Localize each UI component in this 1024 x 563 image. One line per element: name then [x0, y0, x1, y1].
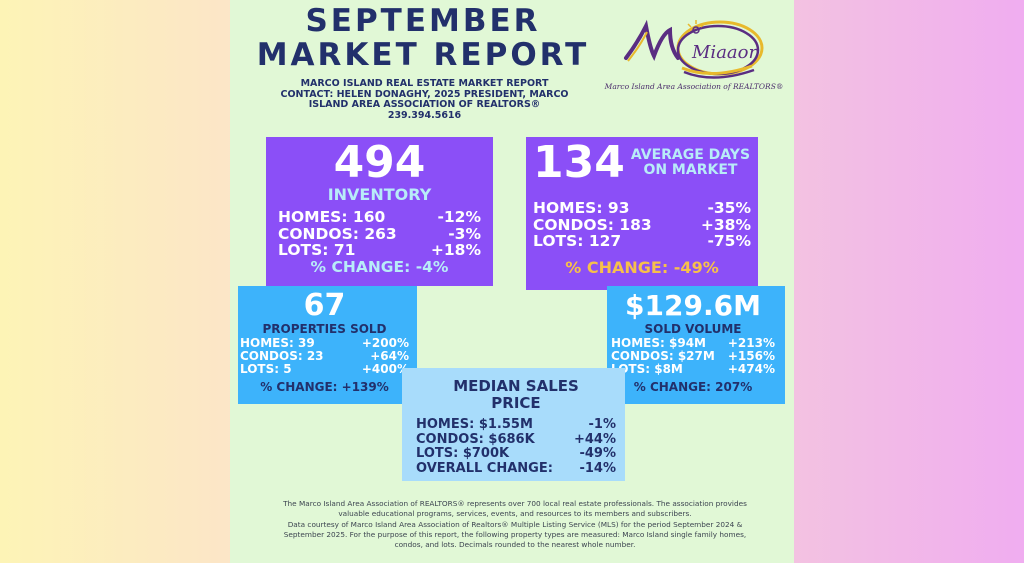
inventory-row-lots: LOTS: 71 +18%: [278, 241, 481, 259]
median-price-label: MEDIAN SALES PRICE: [453, 377, 579, 412]
sold-row-condos: CONDOS: 23 +64%: [240, 349, 409, 363]
title-line-1: SEPTEMBER: [305, 3, 541, 39]
subtitle-line: MARCO ISLAND REAL ESTATE MARKET REPORT: [300, 78, 549, 89]
median-row-homes: HOMES: $1.55M -1%: [416, 417, 616, 432]
footer-disclaimer: The Marco Island Area Association of REA…: [240, 499, 790, 550]
dom-value: 134: [533, 137, 625, 188]
dom-label: AVERAGE DAYS ON MARKET: [630, 147, 751, 178]
dom-row-condos: CONDOS: 183 +38%: [533, 215, 751, 234]
svg-text:Miaaor: Miaaor: [691, 42, 758, 63]
median-row-overall: OVERALL CHANGE: -14%: [416, 460, 616, 476]
logo-caption: Marco Island Area Association of REALTOR…: [604, 82, 784, 91]
properties-sold-card: 67 PROPERTIES SOLD HOMES: 39 +200% CONDOS…: [238, 286, 417, 404]
dom-row-lots: LOTS: 127 -75%: [533, 232, 751, 250]
inventory-row-condos: CONDOS: 263 -3%: [278, 224, 481, 243]
sold-row-homes: HOMES: 39 +200%: [240, 336, 409, 350]
footer-line: September 2025. For the purpose of this …: [283, 529, 747, 539]
footer-line: condos, and lots. Decimals rounded to th…: [394, 540, 636, 550]
sold-volume-value: $129.6M: [625, 289, 761, 322]
page-title: SEPTEMBER MARKET REPORT: [238, 4, 608, 72]
volume-row-homes: HOMES: $94M +213%: [611, 336, 775, 350]
inventory-card: 494 INVENTORY HOMES: 160 -12% CONDOS: 263…: [266, 137, 493, 286]
days-on-market-card: 134 AVERAGE DAYS ON MARKET HOMES: 93 -35%…: [526, 137, 758, 290]
subtitle-line: CONTACT: HELEN DONAGHY, 2025 PRESIDENT, …: [280, 88, 569, 100]
inventory-label: INVENTORY: [327, 185, 432, 204]
dom-row-homes: HOMES: 93 -35%: [533, 199, 751, 217]
median-price-card: MEDIAN SALES PRICE HOMES: $1.55M -1% COND…: [402, 368, 625, 481]
median-row-lots: LOTS: $700K -49%: [416, 446, 616, 461]
properties-sold-value: 67: [303, 288, 346, 323]
dom-total-change: % CHANGE: -49%: [565, 257, 719, 277]
volume-row-condos: CONDOS: $27M +156%: [611, 349, 775, 363]
footer-line: The Marco Island Area Association of REA…: [283, 499, 747, 508]
footer-line: Data courtesy of Marco Island Area Assoc…: [287, 519, 743, 529]
title-line-2: MARKET REPORT: [256, 37, 590, 73]
inventory-total-change: % CHANGE: -4%: [310, 257, 449, 276]
sold-volume-total-change: % CHANGE: 207%: [633, 380, 753, 394]
contact-phone: 239.394.5616: [387, 109, 462, 121]
properties-sold-total-change: % CHANGE: +139%: [260, 380, 389, 394]
sold-volume-label: SOLD VOLUME: [644, 322, 742, 336]
miaaor-logo-icon: Miaaor: [612, 8, 792, 98]
report-subtitle: MARCO ISLAND REAL ESTATE MARKET REPORT C…: [262, 78, 587, 121]
properties-sold-label: PROPERTIES SOLD: [262, 322, 387, 336]
footer-line: valuable educational programs, services,…: [338, 509, 692, 519]
volume-row-lots: LOTS: $8M +474%: [611, 362, 775, 376]
sold-row-lots: LOTS: 5 +400%: [240, 362, 409, 376]
subtitle-line: ISLAND AREA ASSOCIATION OF REALTORS®: [308, 99, 541, 110]
sold-volume-card: $129.6M SOLD VOLUME HOMES: $94M +213% CON…: [607, 286, 785, 404]
inventory-row-homes: HOMES: 160 -12%: [278, 208, 481, 226]
median-row-condos: CONDOS: $686K +44%: [416, 431, 616, 447]
inventory-value: 494: [333, 137, 426, 188]
